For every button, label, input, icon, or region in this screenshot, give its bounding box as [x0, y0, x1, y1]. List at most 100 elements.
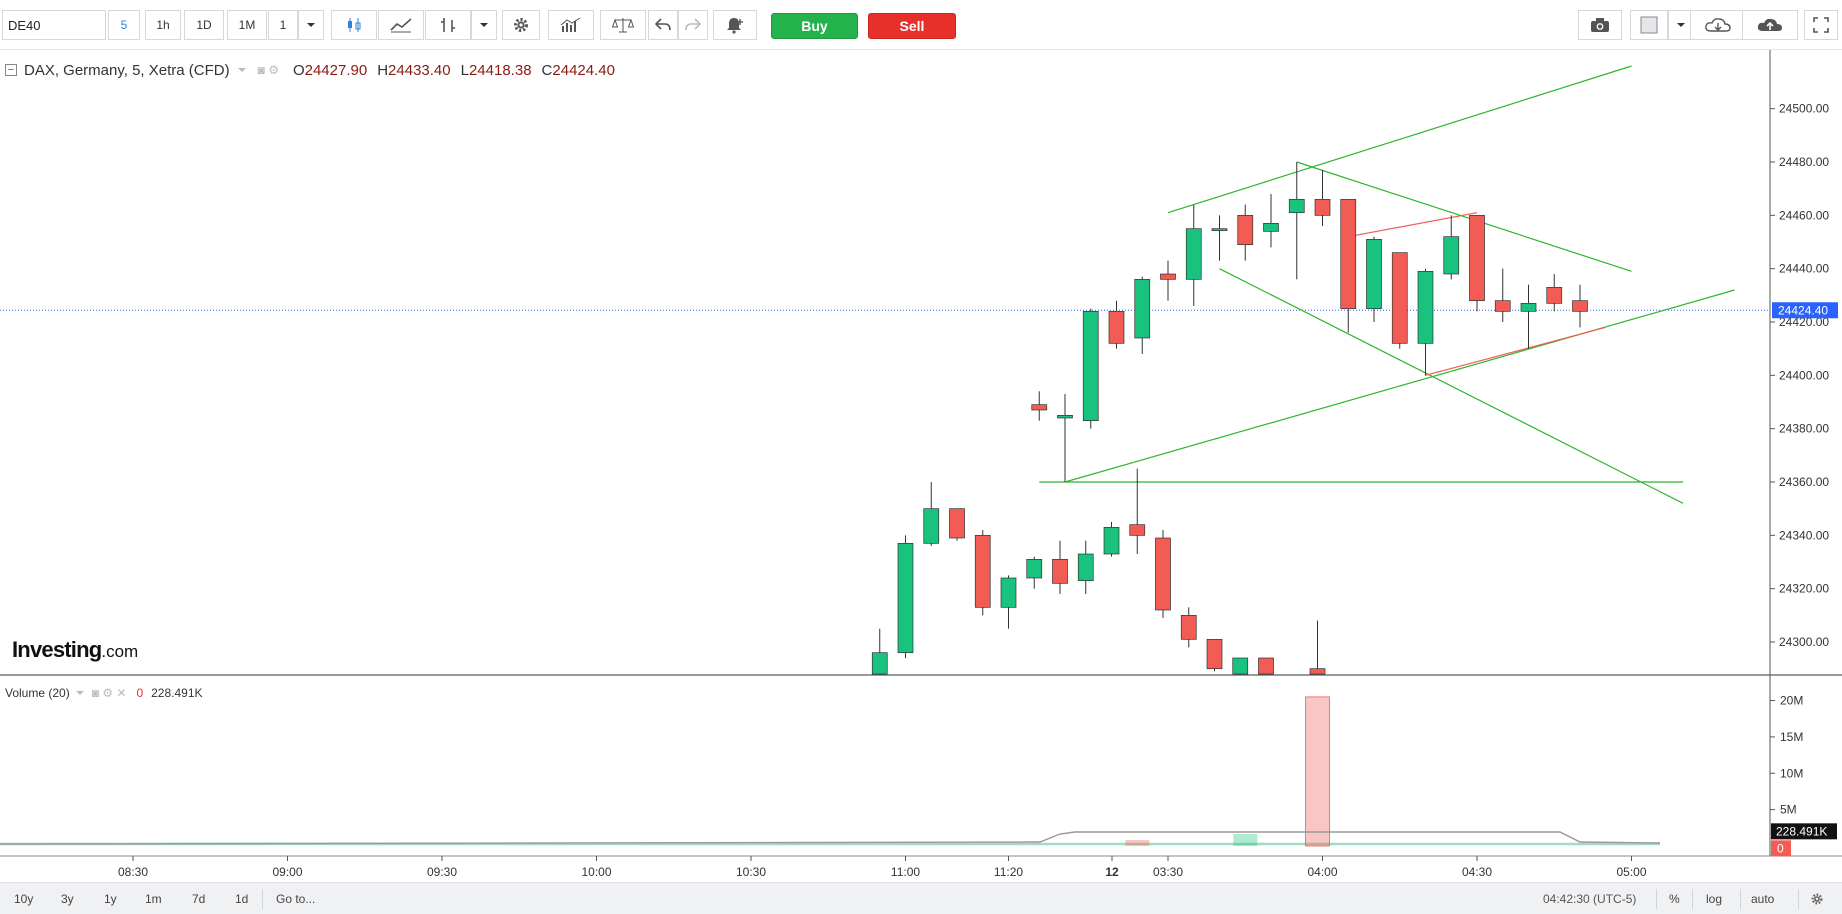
clock-readout: 04:42:30 (UTC-5)	[1543, 892, 1637, 906]
candle-body	[1057, 414, 1073, 419]
candle	[1185, 204, 1202, 306]
snapshot-button[interactable]	[1578, 10, 1622, 40]
time-tick-label: 09:30	[427, 865, 457, 879]
scale-icon	[612, 18, 634, 33]
interval-5-button[interactable]: 5	[108, 10, 140, 40]
candle-body	[1031, 404, 1048, 411]
camera-icon	[1591, 18, 1609, 32]
interval-dropdown-button[interactable]	[298, 10, 324, 40]
price-tick-label: 24500.00	[1779, 102, 1829, 116]
candle	[1134, 276, 1151, 354]
chevron-down-icon[interactable]	[236, 66, 248, 74]
candle-body	[1258, 657, 1274, 675]
candle-body	[1155, 537, 1171, 611]
low-label: L	[460, 61, 469, 79]
range-1m-button[interactable]: 1m	[145, 892, 162, 906]
candle-body	[1366, 238, 1382, 310]
buy-button[interactable]: Buy	[771, 13, 858, 39]
chevron-down-icon	[307, 23, 315, 27]
candle	[1211, 215, 1228, 261]
line-chart-icon	[390, 18, 412, 33]
time-tick-label: 09:00	[272, 865, 302, 879]
compare-button[interactable]	[425, 10, 471, 40]
fullscreen-button[interactable]	[1804, 10, 1838, 40]
chart-settings-button[interactable]	[1810, 889, 1824, 909]
sell-button[interactable]: Sell	[868, 13, 956, 39]
divider	[1692, 889, 1693, 909]
volume-title: Volume (20)	[5, 686, 70, 700]
volume-zero-label: 0	[1777, 841, 1784, 855]
price-chart-canvas[interactable]: 24500.00 24480.00 24460.00 24440.00 24420.00…	[0, 50, 1842, 882]
log-scale-button[interactable]: log	[1706, 892, 1723, 906]
close-label: C	[541, 61, 553, 79]
legend-settings-icons[interactable]: ◙ ⚙	[257, 63, 279, 77]
close-value: 24424.40	[552, 61, 615, 79]
range-10y-button[interactable]: 10y	[14, 892, 34, 906]
candle-body	[1288, 198, 1305, 214]
range-1d-button[interactable]: 1d	[235, 892, 249, 906]
price-tick-label: 24400.00	[1779, 368, 1829, 382]
candle	[897, 535, 914, 658]
chevron-down-icon[interactable]	[74, 689, 86, 697]
collapse-legend-icon[interactable]: −	[5, 64, 17, 76]
trendlines[interactable]	[1039, 65, 1735, 504]
candle	[1288, 162, 1305, 280]
volume-settings-icons[interactable]: ◙ ⚙ ✕	[91, 686, 127, 700]
candle	[1417, 268, 1434, 376]
candle-body	[1391, 252, 1408, 344]
candle	[1366, 236, 1382, 322]
low-value: 24418.38	[468, 61, 532, 79]
interval-1h-button[interactable]: 1h	[145, 10, 181, 40]
candle	[1180, 607, 1197, 648]
candle-body	[1180, 614, 1197, 640]
range-7d-button[interactable]: 7d	[192, 892, 206, 906]
candle-body	[871, 652, 888, 675]
compare-symbols-button[interactable]	[600, 10, 646, 40]
price-tick-label: 24380.00	[1779, 422, 1829, 436]
auto-scale-button[interactable]: auto	[1751, 892, 1775, 906]
alert-button[interactable]	[713, 10, 757, 40]
candle-body	[1314, 198, 1331, 216]
candle	[1031, 391, 1048, 421]
divider	[1740, 889, 1741, 909]
interval-1d-button[interactable]: 1D	[184, 10, 224, 40]
logo-suffix: .com	[101, 642, 139, 661]
symbol-search-input[interactable]	[2, 10, 106, 40]
volume-tick-label: 5M	[1780, 803, 1797, 817]
undo-button[interactable]	[648, 10, 678, 40]
candle	[1000, 575, 1017, 629]
logo-name: Investing	[12, 637, 102, 662]
candle	[871, 628, 888, 675]
redo-button[interactable]	[678, 10, 708, 40]
layout-button[interactable]	[1630, 10, 1668, 40]
candle-body	[897, 542, 914, 654]
range-3y-button[interactable]: 3y	[61, 892, 74, 906]
indicators-button[interactable]	[548, 10, 594, 40]
interval-1m-button[interactable]: 1M	[227, 10, 267, 40]
candle-body	[1237, 214, 1254, 246]
volume-delta: 0	[136, 686, 144, 700]
candle-body	[1108, 310, 1125, 344]
candles-chart-type-button[interactable]	[331, 10, 377, 40]
goto-button[interactable]: Go to...	[276, 892, 316, 906]
price-tick-label: 24460.00	[1779, 208, 1829, 222]
save-chart-button[interactable]	[1742, 10, 1798, 40]
time-tick-label: 04:00	[1307, 865, 1337, 879]
candle-body	[1206, 638, 1223, 670]
candle	[1057, 394, 1073, 482]
indicators-line-button[interactable]	[378, 10, 424, 40]
candle	[1314, 170, 1331, 226]
time-tick-label: 10:00	[581, 865, 611, 879]
candle-body	[923, 508, 940, 544]
candle	[1391, 252, 1408, 349]
price-tick-label: 24420.00	[1779, 315, 1829, 329]
candle	[1258, 657, 1274, 675]
percent-scale-button[interactable]: %	[1669, 892, 1680, 906]
compare-dropdown-button[interactable]	[471, 10, 497, 40]
settings-button[interactable]	[502, 10, 540, 40]
range-1y-button[interactable]: 1y	[104, 892, 117, 906]
load-chart-button[interactable]	[1690, 10, 1746, 40]
candle-body	[1572, 300, 1588, 312]
interval-custom-button[interactable]: 1	[268, 10, 298, 40]
gear-icon	[1811, 893, 1823, 905]
